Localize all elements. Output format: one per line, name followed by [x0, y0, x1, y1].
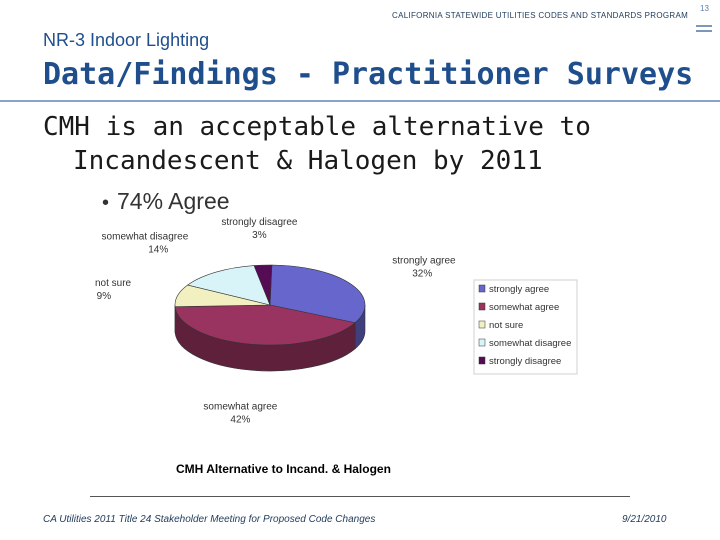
- legend: strongly agree somewhat agree not sure some…: [478, 284, 571, 367]
- slice-label: not sure: [95, 278, 132, 289]
- footer-rule: [90, 496, 630, 497]
- legend-box: [473, 279, 578, 375]
- bullet-item: • 74% Agree: [102, 188, 230, 215]
- legend-swatch: [478, 320, 486, 329]
- slice-percent: 14%: [148, 244, 168, 255]
- bullet-dot-icon: •: [102, 192, 110, 214]
- footer-meeting: CA Utilities 2011 Title 24 Stakeholder M…: [43, 514, 376, 525]
- legend-swatch: [478, 284, 486, 293]
- footer-date: 9/21/2010: [622, 514, 667, 525]
- legend-label: somewhat agree: [489, 302, 559, 313]
- legend-swatch: [478, 338, 486, 347]
- section-title: NR-3 Indoor Lighting: [43, 30, 210, 50]
- page-number: 13: [700, 4, 709, 13]
- legend-label: somewhat disagree: [489, 338, 571, 349]
- pie-tops: [174, 264, 366, 346]
- slice-label: somewhat disagree: [102, 231, 189, 242]
- slice-label: strongly disagree: [221, 217, 298, 228]
- slice-label: somewhat agree: [203, 401, 277, 412]
- pie-slice-strongly-agree: [269, 264, 366, 324]
- slide-title: Data/Findings - Practitioner Surveys: [43, 57, 694, 92]
- legend-label: strongly agree: [489, 284, 549, 295]
- statement-line-1: CMH is an acceptable alternative to: [43, 112, 591, 142]
- slice-percent: 32%: [412, 268, 432, 279]
- slice-percent: 9%: [97, 291, 112, 302]
- title-rule: [0, 100, 720, 102]
- pie-slice-somewhat-disagree: [186, 265, 271, 306]
- pie-slice-strongly-disagree: [253, 264, 273, 306]
- program-header: CALIFORNIA STATEWIDE UTILITIES CODES AND…: [392, 11, 689, 20]
- pie-labels: strongly agree 32% somewhat agree 42% not su…: [95, 217, 456, 425]
- legend-swatch: [478, 302, 486, 311]
- statement-line-2: Incandescent & Halogen by 2011: [73, 146, 543, 176]
- legend-label: not sure: [489, 320, 523, 331]
- slice-label: strongly agree: [392, 255, 456, 266]
- statement: CMH is an acceptable alternative to Inca…: [43, 110, 591, 178]
- bullet-text: 74% Agree: [117, 188, 230, 214]
- chart-title: CMH Alternative to Incand. & Halogen: [176, 462, 391, 476]
- pie-slice-somewhat-agree: [174, 304, 356, 346]
- header-decoration: [696, 25, 712, 35]
- legend-label: strongly disagree: [489, 356, 561, 367]
- slice-percent: 3%: [252, 230, 267, 241]
- legend-swatch: [478, 356, 486, 365]
- slice-percent: 42%: [230, 414, 250, 425]
